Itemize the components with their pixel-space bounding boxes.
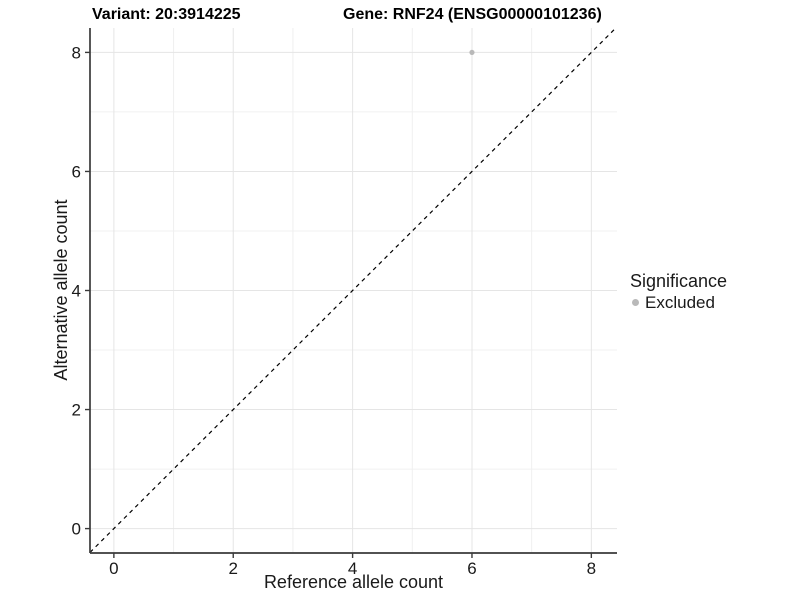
- gene-title: Gene: RNF24 (ENSG00000101236): [343, 6, 602, 23]
- y-tick-label: 4: [72, 282, 81, 301]
- y-tick-label: 0: [72, 520, 81, 539]
- x-axis-title: Reference allele count: [263, 572, 444, 592]
- y-axis-title: Alternative allele count: [51, 199, 71, 381]
- data-point: [469, 49, 475, 56]
- variant-title: Variant: 20:3914225: [92, 6, 241, 23]
- legend-point-icon: [632, 299, 639, 306]
- legend-title: Significance: [630, 271, 728, 291]
- legend-entry: Excluded: [630, 293, 727, 312]
- legend: Significance Excluded: [630, 271, 727, 312]
- y-tick-label: 6: [72, 162, 81, 181]
- x-tick-label: 4: [348, 559, 357, 578]
- x-tick-label: 2: [229, 559, 238, 578]
- legend-entry-label: Excluded: [645, 293, 715, 312]
- y-tick-label: 2: [72, 401, 81, 420]
- y-tick-label: 8: [72, 43, 81, 62]
- x-tick-label: 0: [109, 559, 118, 578]
- x-tick-label: 8: [587, 559, 596, 578]
- x-tick-label: 6: [467, 559, 476, 578]
- identity-line: [89, 27, 617, 553]
